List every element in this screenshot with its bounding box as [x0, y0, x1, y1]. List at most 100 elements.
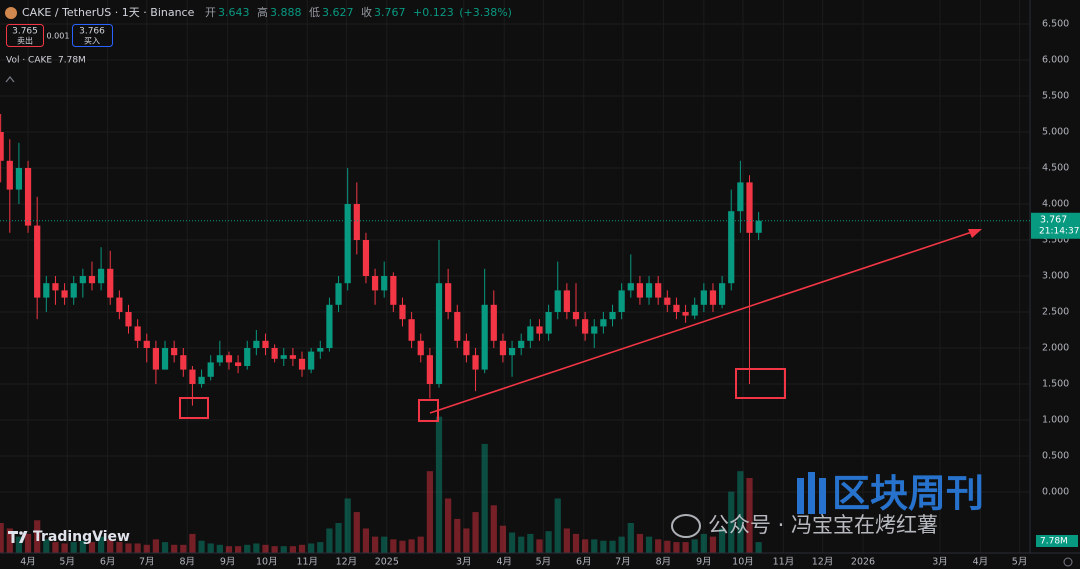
volume-bar	[0, 523, 4, 553]
volume-bar	[582, 539, 589, 553]
change-percent: (+3.38%)	[459, 6, 512, 19]
sell-label: 卖出	[17, 36, 33, 46]
volume-bar	[189, 533, 196, 553]
volume-bar	[207, 543, 214, 553]
volume-bar	[426, 471, 433, 553]
volume-bar	[490, 505, 497, 553]
y-tick-label: 5.000	[1042, 126, 1069, 137]
x-tick-label: 10月	[256, 557, 278, 568]
brand: TradingView	[33, 529, 130, 545]
x-tick-label: 8月	[179, 557, 195, 568]
low-label: 低	[309, 6, 320, 19]
volume-bar	[253, 543, 260, 553]
candle-body	[125, 311, 132, 327]
volume-bar	[225, 546, 233, 553]
logo-bar	[808, 472, 815, 514]
candle-body	[298, 358, 306, 370]
candle-body	[618, 290, 625, 312]
volume-bar	[61, 543, 68, 553]
volume-bar	[664, 540, 671, 553]
sell-button[interactable]	[6, 24, 44, 47]
x-tick-label: 3月	[456, 557, 472, 568]
x-tick-label: 4月	[20, 557, 36, 568]
volume-bar	[655, 539, 662, 553]
candle-body	[289, 355, 296, 359]
candle-body	[527, 326, 534, 341]
axes: 6.500 6.000 5.500 5.000 4.500 4.000 3.500 3.000…	[0, 18, 1080, 568]
candle-body	[390, 275, 397, 305]
volume-bar	[463, 528, 470, 553]
candle-body	[399, 304, 406, 320]
buy-button[interactable]	[72, 24, 113, 47]
volume-bar	[52, 542, 59, 553]
candle-body	[88, 275, 96, 284]
y-tick-label: 5.500	[1042, 90, 1069, 101]
last-price-label: 3.767	[1040, 214, 1067, 225]
candle-body	[371, 275, 379, 291]
candle-body	[582, 319, 589, 334]
candle-body	[180, 355, 187, 370]
candle-body	[381, 275, 388, 291]
x-tick-label: 11月	[773, 557, 795, 568]
candle-body	[317, 348, 324, 352]
volume-bar	[527, 533, 534, 553]
volume-bar	[645, 536, 653, 553]
candle-body	[554, 290, 561, 312]
volume-bar	[335, 523, 342, 553]
y-tick-label: 6.500	[1042, 18, 1069, 29]
low-value: 3.627	[322, 6, 354, 19]
volume-bar	[362, 528, 370, 553]
volume-bar	[262, 544, 269, 553]
volume-bar	[271, 546, 278, 553]
candle-body	[719, 283, 726, 305]
volume-bar	[636, 533, 644, 553]
candle-body	[280, 355, 287, 359]
candle-body	[116, 297, 123, 312]
tv-icon-dot	[19, 531, 23, 535]
volume-bar	[298, 544, 306, 553]
volume-bar	[244, 544, 251, 553]
candle-body	[362, 239, 370, 276]
candle-body	[737, 182, 744, 212]
candle-body	[344, 203, 351, 284]
volume-axis-box	[1036, 535, 1078, 547]
volume-bar	[618, 536, 625, 553]
candle-body	[253, 340, 260, 349]
volume-bar	[563, 528, 570, 553]
x-tick-label: 8月	[656, 557, 672, 568]
candle-body	[143, 340, 150, 349]
countdown: 21:14:37	[1039, 226, 1079, 236]
candle-body	[755, 220, 762, 233]
candle-body	[563, 290, 570, 312]
volume-bar	[481, 443, 488, 553]
volume-bar	[308, 543, 315, 553]
volume-bar	[545, 531, 552, 553]
open-label: 开	[205, 6, 216, 19]
candle-body	[189, 369, 196, 385]
volume-bar	[198, 540, 205, 553]
ohlc: 开 3.643 高 3.888 低 3.627 收 3.767 +0.123 (+3.3…	[205, 5, 512, 19]
volume-title: Vol · CAKE	[6, 56, 52, 66]
candle-body	[262, 340, 269, 349]
candle-body	[472, 355, 479, 370]
candle-body	[271, 348, 278, 359]
settings-icon[interactable]	[1063, 557, 1073, 567]
candle-body	[408, 319, 415, 341]
volume-bar	[134, 543, 141, 553]
x-tick-label: 5月	[59, 557, 75, 568]
volume-bar	[472, 512, 479, 553]
collapse-icon[interactable]	[5, 76, 15, 83]
y-tick-label: 2.500	[1042, 306, 1069, 317]
buy-label: 买入	[84, 37, 100, 46]
media-logo: 区块周刊	[832, 472, 984, 516]
candle-body	[636, 283, 644, 298]
y-tick-label: 0.000	[1042, 487, 1069, 498]
volume-bar	[43, 539, 50, 553]
volume-bar	[371, 536, 379, 553]
volume-bar	[682, 542, 689, 553]
high-value: 3.888	[270, 6, 302, 19]
candle-body	[463, 340, 470, 356]
candle-body	[454, 311, 461, 341]
